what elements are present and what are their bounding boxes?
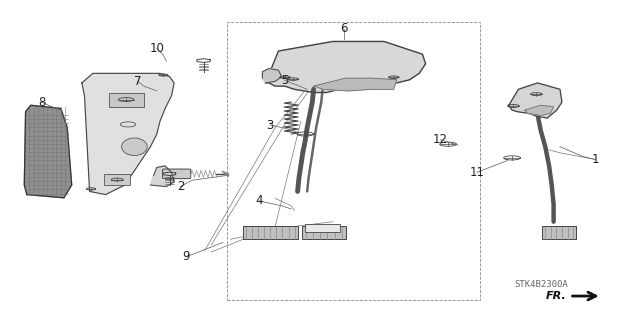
Polygon shape <box>150 166 174 187</box>
Ellipse shape <box>122 138 147 155</box>
Bar <box>227 22 480 300</box>
Bar <box>305 224 340 232</box>
Bar <box>104 174 130 185</box>
Polygon shape <box>222 171 228 176</box>
Text: 9: 9 <box>182 250 189 263</box>
Polygon shape <box>82 73 174 195</box>
Polygon shape <box>525 105 554 115</box>
Polygon shape <box>266 41 426 93</box>
Text: 10: 10 <box>149 42 164 55</box>
Text: 8: 8 <box>38 96 45 108</box>
Bar <box>542 226 576 239</box>
Text: 5: 5 <box>281 74 289 87</box>
Text: STK4B2300A: STK4B2300A <box>514 280 568 289</box>
Text: 3: 3 <box>266 119 274 131</box>
Text: 1: 1 <box>591 153 599 166</box>
Polygon shape <box>314 78 397 91</box>
Polygon shape <box>24 105 72 198</box>
Polygon shape <box>509 83 562 118</box>
FancyBboxPatch shape <box>163 169 191 179</box>
Text: 7: 7 <box>134 75 141 88</box>
Text: 4: 4 <box>255 195 263 207</box>
Text: 12: 12 <box>433 133 448 146</box>
Bar <box>302 226 346 239</box>
Text: 6: 6 <box>340 22 348 35</box>
Text: 11: 11 <box>469 166 484 179</box>
Text: FR.: FR. <box>546 291 566 301</box>
Polygon shape <box>262 69 282 83</box>
Bar <box>243 226 298 239</box>
Bar <box>109 93 144 107</box>
Text: 2: 2 <box>177 180 184 193</box>
